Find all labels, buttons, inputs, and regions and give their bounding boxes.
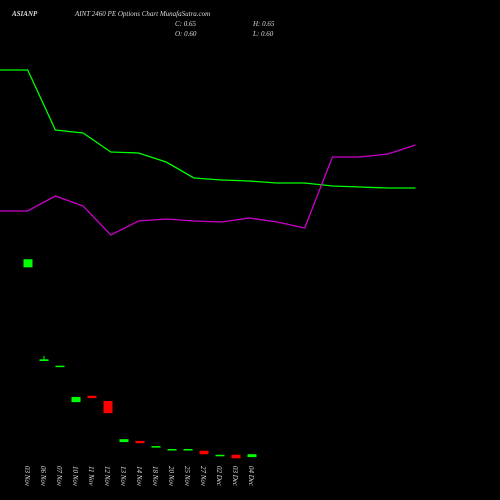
chart-title: ASIANP	[11, 10, 38, 18]
candle-body	[103, 400, 113, 414]
x-tick-label: 18 Nov	[151, 466, 159, 487]
x-tick-label: 27 Nov	[199, 466, 207, 487]
x-tick-label: 04 Dec	[247, 466, 255, 487]
ohlc-info: H: 0.65	[252, 20, 275, 28]
candle-body	[151, 446, 161, 448]
x-tick-label: 07 Nov	[55, 466, 63, 487]
candle-body	[247, 454, 257, 458]
x-tick-label: 06 Nov	[39, 466, 47, 487]
candle-body	[87, 395, 97, 399]
x-tick-label: 03 Dec	[231, 466, 239, 487]
candle-body	[231, 454, 241, 459]
x-tick-label: 13 Nov	[119, 466, 127, 487]
x-tick-label: 10 Nov	[71, 466, 79, 487]
candle-body	[135, 440, 145, 444]
candle-body	[39, 359, 49, 362]
candle-body	[167, 449, 177, 451]
chart-subtitle: AINT 2460 PE Options Chart MunafaSutra.c…	[74, 10, 210, 18]
x-tick-label: 12 Nov	[103, 466, 111, 487]
candle-body	[23, 259, 33, 268]
x-tick-label: 20 Nov	[167, 466, 175, 487]
x-tick-label: 25 Nov	[183, 466, 191, 487]
x-tick-label: 02 Dec	[215, 466, 223, 487]
candle-body	[55, 365, 65, 368]
x-tick-label: 03 Nov	[23, 466, 31, 487]
candle-body	[119, 439, 129, 443]
x-tick-label: 11 Nov	[87, 466, 95, 486]
candle-body	[215, 454, 225, 457]
ohlc-info: C: 0.65	[175, 20, 197, 28]
x-tick-label: 14 Nov	[135, 466, 143, 487]
candle-body	[199, 450, 209, 455]
line-series	[0, 144, 416, 236]
candle-body	[71, 396, 81, 403]
line-series	[0, 69, 416, 189]
ohlc-info: O: 0.60	[175, 30, 197, 38]
ohlc-info: L: 0.60	[252, 30, 274, 38]
candle-body	[183, 449, 193, 451]
